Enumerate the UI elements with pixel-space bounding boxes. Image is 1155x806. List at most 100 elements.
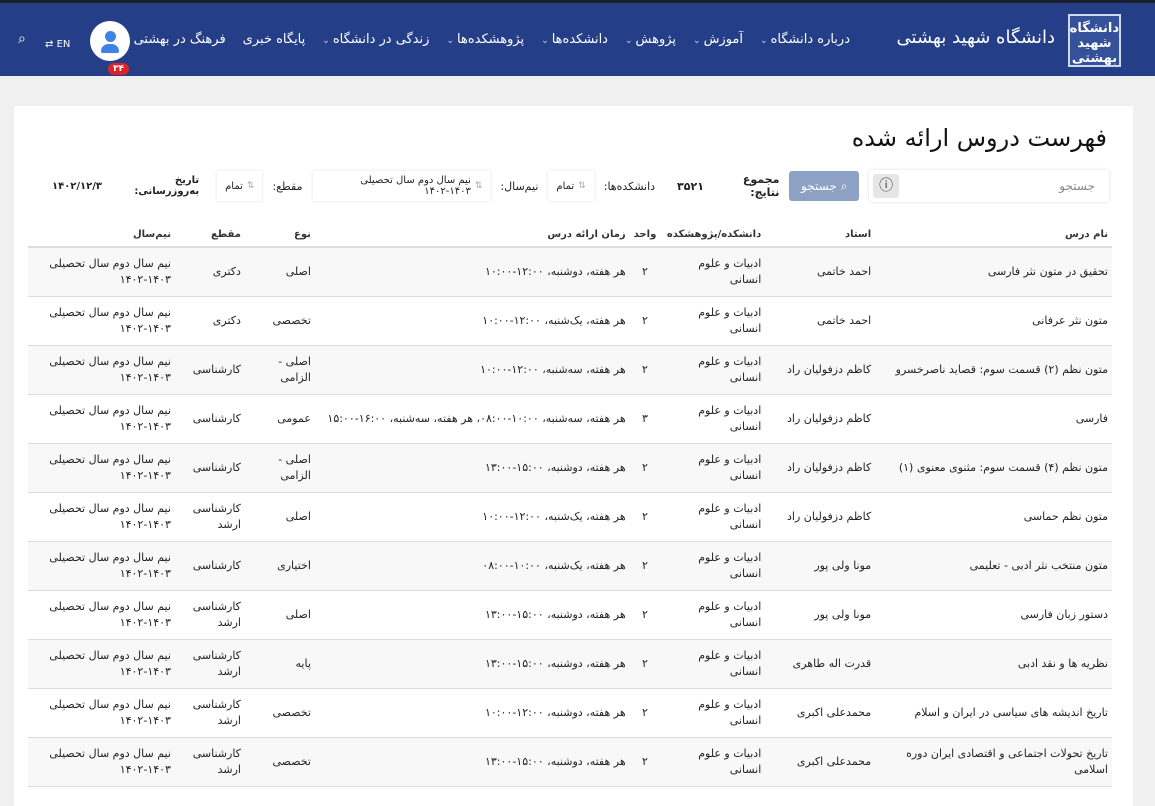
cell-type: پایه xyxy=(244,639,315,689)
semester-value: نیم سال دوم سال تحصیلی ۱۴۰۳-۱۴۰۲ xyxy=(360,175,471,197)
column-header-course-name[interactable]: نام درس xyxy=(875,224,1112,248)
chevron-down-icon: ⌄ xyxy=(322,36,330,46)
cell-instructor: محمدعلی اکبری xyxy=(765,737,876,787)
menu-item[interactable]: پژوهشکده‌ها⌄ xyxy=(446,32,524,47)
translate-icon: ⇄ xyxy=(45,39,57,50)
menu-item-label: پژوهش xyxy=(635,32,677,47)
cell-semester: نیم سال دوم سال تحصیلی ۱۴۰۳-۱۴۰۲ xyxy=(28,737,175,787)
cell-units: ۲ xyxy=(629,688,661,738)
cell-instructor: کاظم دزفولیان راد xyxy=(765,394,876,444)
cell-level: کارشناسی xyxy=(174,541,245,591)
cell-course-name: نظریه ها و نقد ادبی xyxy=(875,639,1112,689)
table-row: فارسی کاظم دزفولیان راد ادبیات و علوم انسا… xyxy=(28,394,1112,444)
cell-schedule: هر هفته، سه‌شنبه، ۱۲:۰۰-۱۰:۰۰ xyxy=(314,345,630,395)
column-header-level[interactable]: مقطع xyxy=(174,224,245,248)
cell-semester: نیم سال دوم سال تحصیلی ۱۴۰۳-۱۴۰۲ xyxy=(28,247,175,297)
cell-schedule: هر هفته، یک‌شنبه، ۱۰:۰۰-۰۸:۰۰ xyxy=(314,541,630,591)
menu-item[interactable]: پایگاه خبری xyxy=(243,32,306,47)
cell-level: کارشناسی xyxy=(174,345,245,395)
search-input[interactable]: جستجو ⓘ xyxy=(869,170,1109,202)
semester-label: نیم‌سال: xyxy=(500,179,539,193)
cell-faculty: ادبیات و علوم انسانی xyxy=(660,394,766,444)
search-icon[interactable]: ⌕ xyxy=(18,31,26,47)
cell-schedule: هر هفته، دوشنبه، ۱۲:۰۰-۱۰:۰۰ xyxy=(314,688,630,738)
cell-instructor: محمدعلی اکبری xyxy=(765,688,876,738)
cell-schedule: هر هفته، دوشنبه، ۱۵:۰۰-۱۳:۰۰ xyxy=(314,443,630,493)
menu-item[interactable]: درباره دانشگاه⌄ xyxy=(760,32,850,47)
menu-item[interactable]: آموزش⌄ xyxy=(693,32,743,47)
cell-course-name: متون منتخب نثر ادبی - تعلیمی xyxy=(875,541,1112,591)
cell-semester: نیم سال دوم سال تحصیلی ۱۴۰۳-۱۴۰۲ xyxy=(28,443,175,493)
cell-faculty: ادبیات و علوم انسانی xyxy=(660,247,766,297)
table-row: متون نظم (۴) قسمت سوم: مثنوی معنوی (۱) کا… xyxy=(28,443,1112,493)
column-header-schedule[interactable]: زمان ارائه درس xyxy=(314,224,630,248)
column-header-semester[interactable]: نیم‌سال xyxy=(28,224,175,248)
menu-item-label: زندگی در دانشگاه xyxy=(332,32,430,47)
info-icon[interactable]: ⓘ xyxy=(873,174,900,198)
cell-level: دکتری xyxy=(174,296,245,346)
cell-course-name: متون نثر عرفانی xyxy=(875,296,1112,346)
courses-card: فهرست دروس ارائه شده جستجو ⓘ ⌕ جستجو مجمو… xyxy=(14,106,1133,806)
sort-icon: ⇅ xyxy=(578,181,586,191)
cell-instructor: مونا ولی پور xyxy=(765,541,876,591)
cell-level: کارشناسی xyxy=(174,394,245,444)
cell-type: اصلی - الزامی xyxy=(244,345,315,395)
cell-course-name: متون نظم حماسی xyxy=(875,492,1112,542)
menu-item[interactable]: دانشکده‌ها⌄ xyxy=(541,32,608,47)
column-header-units[interactable]: واحد xyxy=(629,224,661,248)
column-header-type[interactable]: نوع xyxy=(244,224,315,248)
faculty-label: دانشکده‌ها: xyxy=(603,179,656,193)
search-button[interactable]: ⌕ جستجو xyxy=(789,171,860,201)
semester-select[interactable]: ⇅ نیم سال دوم سال تحصیلی ۱۴۰۳-۱۴۰۲ xyxy=(313,171,491,201)
cell-units: ۲ xyxy=(629,737,661,787)
brand-name[interactable]: دانشگاه شهید بهشتی xyxy=(896,27,1055,48)
total-results-label: مجموع نتایج: xyxy=(742,173,780,199)
language-switch[interactable]: ⇄ EN xyxy=(45,39,70,50)
table-row: تاریخ تحولات اجتماعی و اقتصادی ایران دور… xyxy=(28,737,1112,787)
cell-units: ۲ xyxy=(629,492,661,542)
menu-item[interactable]: زندگی در دانشگاه⌄ xyxy=(322,32,429,47)
cell-instructor: کاظم دزفولیان راد xyxy=(765,492,876,542)
column-header-instructor[interactable]: استاد xyxy=(765,224,876,248)
cell-schedule: هر هفته، سه‌شنبه، ۱۰:۰۰-۰۸:۰۰، هر هفته، … xyxy=(314,394,630,444)
chevron-down-icon: ⌄ xyxy=(624,36,633,46)
cell-units: ۲ xyxy=(629,590,661,640)
notification-badge: ۳۴ xyxy=(108,63,129,75)
cell-faculty: ادبیات و علوم انسانی xyxy=(660,737,766,787)
cell-semester: نیم سال دوم سال تحصیلی ۱۴۰۳-۱۴۰۲ xyxy=(28,296,175,346)
menu-item-label: پژوهشکده‌ها xyxy=(457,32,525,47)
cell-schedule: هر هفته، دوشنبه، ۱۲:۰۰-۱۰:۰۰ xyxy=(314,247,630,297)
table-row: متون نثر عرفانی احمد خاتمی ادبیات و علوم ا… xyxy=(28,296,1112,346)
cell-semester: نیم سال دوم سال تحصیلی ۱۴۰۳-۱۴۰۲ xyxy=(28,345,175,395)
cell-units: ۲ xyxy=(629,639,661,689)
cell-semester: نیم سال دوم سال تحصیلی ۱۴۰۳-۱۴۰۲ xyxy=(28,590,175,640)
cell-instructor: کاظم دزفولیان راد xyxy=(765,443,876,493)
search-button-label: جستجو xyxy=(801,179,837,193)
cell-type: تخصصی xyxy=(244,737,315,787)
search-placeholder: جستجو xyxy=(1059,179,1095,193)
column-header-faculty[interactable]: دانشکده/پژوهشکده xyxy=(660,224,766,248)
cell-faculty: ادبیات و علوم انسانی xyxy=(660,541,766,591)
table-row: تحقیق در متون نثر فارسی احمد خاتمی ادبیات … xyxy=(28,247,1112,297)
sort-icon: ⇅ xyxy=(246,181,255,191)
cell-course-name: متون نظم (۴) قسمت سوم: مثنوی معنوی (۱) xyxy=(875,443,1112,493)
cell-instructor: احمد خاتمی xyxy=(765,247,876,297)
cell-units: ۲ xyxy=(629,443,661,493)
cell-units: ۲ xyxy=(629,541,661,591)
table-row: تاریخ اندیشه های سیاسی در ایران و اسلام م… xyxy=(28,688,1112,738)
menu-item[interactable]: فرهنگ در بهشتی⌄ xyxy=(123,32,226,47)
menu-item-label: فرهنگ در بهشتی xyxy=(133,32,226,47)
menu-item-label: درباره دانشگاه xyxy=(770,32,850,47)
cell-units: ۲ xyxy=(629,296,661,346)
level-label: مقطع: xyxy=(272,179,303,193)
cell-schedule: هر هفته، دوشنبه، ۱۵:۰۰-۱۳:۰۰ xyxy=(314,590,630,640)
cell-faculty: ادبیات و علوم انسانی xyxy=(660,296,766,346)
top-navbar: دانشگاه شهید بهشتی دانشگاه شهید بهشتی دربا… xyxy=(0,0,1155,76)
cell-semester: نیم سال دوم سال تحصیلی ۱۴۰۳-۱۴۰۲ xyxy=(28,541,175,591)
menu-item[interactable]: پژوهش⌄ xyxy=(625,32,676,47)
user-avatar[interactable] xyxy=(90,21,130,61)
university-logo[interactable]: دانشگاه شهید بهشتی xyxy=(1068,14,1121,67)
faculty-select[interactable]: ⇅ تمام xyxy=(548,171,593,201)
cell-level: کارشناسی ارشد xyxy=(174,639,245,689)
level-select[interactable]: ⇅ تمام xyxy=(217,171,262,201)
